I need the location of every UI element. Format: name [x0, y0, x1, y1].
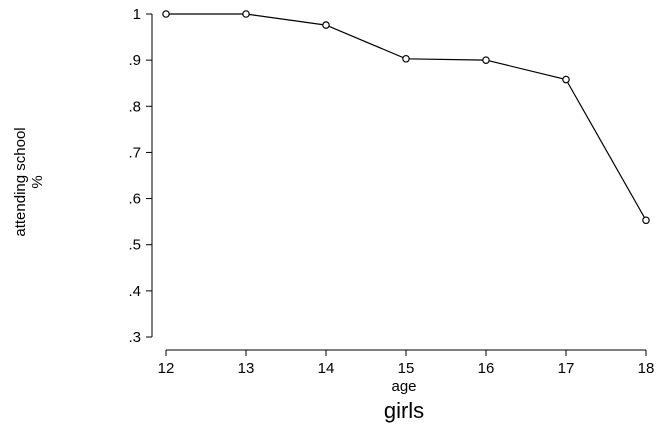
y-tick-label: .8 — [128, 98, 141, 115]
x-ticks: 12 13 14 15 16 17 18 — [158, 350, 655, 377]
y-ticks: .3 .4 .5 .6 .7 .8 .9 1 — [128, 6, 152, 346]
x-tick-label: 15 — [398, 360, 415, 377]
y-tick-label: .4 — [128, 283, 141, 300]
y-tick-label: .3 — [128, 329, 141, 346]
series-line — [166, 13, 647, 221]
y-tick-label: .9 — [128, 52, 141, 69]
data-point-marker — [162, 10, 170, 18]
x-tick-label: 14 — [318, 360, 335, 377]
data-point-marker — [242, 10, 250, 18]
x-tick-label: 18 — [638, 360, 655, 377]
y-tick-label: .5 — [128, 237, 141, 254]
data-point-marker — [642, 216, 650, 225]
data-point-marker — [562, 75, 570, 84]
data-point-marker — [322, 21, 330, 29]
y-tick-label: 1 — [133, 6, 141, 23]
x-tick-label: 17 — [558, 360, 575, 377]
x-axis-label: age — [391, 378, 416, 395]
y-axis-label-line-2: % — [29, 175, 46, 188]
y-axis-label-line-1: attending school — [12, 127, 29, 236]
data-point-marker — [482, 56, 490, 64]
axes-group — [151, 14, 646, 351]
x-tick-label: 12 — [158, 360, 175, 377]
y-tick-label: .7 — [128, 144, 141, 161]
x-tick-label: 13 — [238, 360, 255, 377]
chart-title: girls — [384, 398, 424, 423]
y-tick-label: .6 — [128, 191, 141, 208]
x-tick-label: 16 — [478, 360, 495, 377]
series-group — [162, 10, 650, 225]
data-point-marker — [402, 54, 410, 63]
